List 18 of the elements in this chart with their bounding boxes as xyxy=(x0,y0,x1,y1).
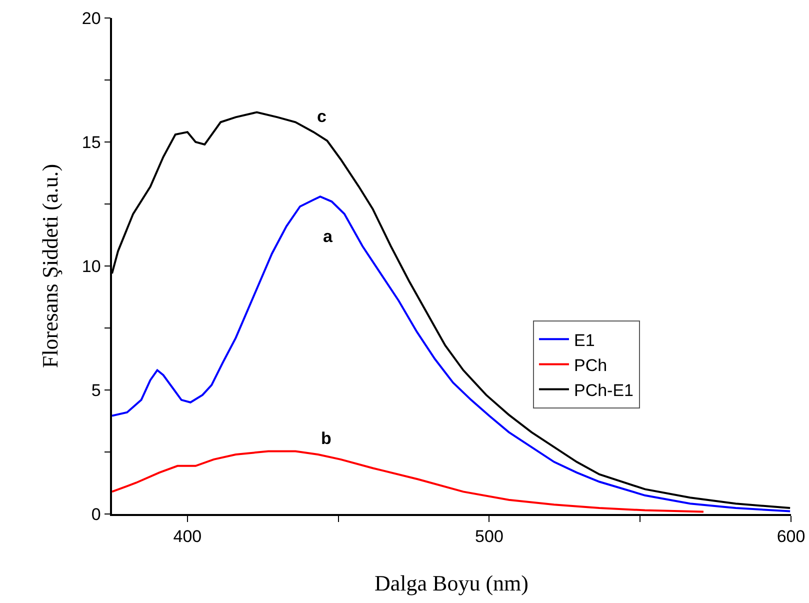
annotation: a xyxy=(323,227,333,246)
legend-label: PCh xyxy=(574,356,608,375)
y-tick-label: 15 xyxy=(82,132,101,152)
y-tick-label: 10 xyxy=(82,256,101,276)
line-series xyxy=(112,450,704,513)
line-series xyxy=(112,196,791,512)
legend-label: E1 xyxy=(574,330,595,350)
y-tick-label: 5 xyxy=(91,380,101,400)
x-tick-label: 400 xyxy=(173,527,202,546)
y-tick-label: 20 xyxy=(82,8,101,28)
y-axis-title: Floresans Şiddeti (a.u.) xyxy=(38,164,62,368)
annotation: b xyxy=(321,429,332,448)
x-tick-label: 500 xyxy=(475,527,504,546)
x-tick-label: 600 xyxy=(776,527,806,546)
x-axis-title: Dalga Boyu (nm) xyxy=(374,570,528,596)
legend-label: PCh-E1 xyxy=(574,380,634,400)
y-tick-label: 0 xyxy=(91,504,101,524)
annotation: c xyxy=(317,107,326,126)
